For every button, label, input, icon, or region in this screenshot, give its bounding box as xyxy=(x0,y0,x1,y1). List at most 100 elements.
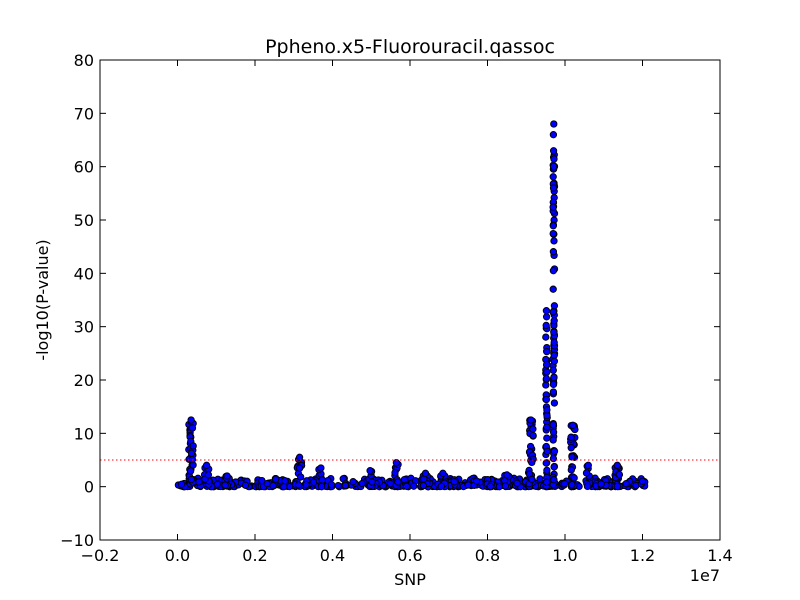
data-point xyxy=(542,374,551,383)
data-point xyxy=(549,421,557,429)
data-point xyxy=(221,481,229,489)
y-tick-label: 20 xyxy=(74,371,94,390)
data-point xyxy=(528,475,536,484)
y-tick-label: 0 xyxy=(84,478,94,497)
data-points-layer xyxy=(174,120,649,491)
data-point xyxy=(223,472,231,480)
data-point xyxy=(549,203,557,211)
data-point xyxy=(560,480,569,488)
data-point xyxy=(327,481,336,489)
data-point xyxy=(349,478,357,486)
plot-frame xyxy=(99,59,721,541)
data-point xyxy=(341,481,350,490)
data-point xyxy=(503,471,511,479)
data-point xyxy=(296,464,304,472)
data-point xyxy=(549,248,558,256)
data-point xyxy=(613,461,621,469)
data-point xyxy=(529,431,537,440)
data-point xyxy=(241,481,250,489)
data-point xyxy=(550,120,558,128)
y-tick-label: 30 xyxy=(74,318,94,337)
data-point xyxy=(542,459,550,467)
data-point xyxy=(464,481,472,489)
y-tick-label: −10 xyxy=(60,531,94,550)
data-point xyxy=(542,321,550,330)
chart-title: Ppheno.x5-Fluorouracil.qassoc xyxy=(265,36,555,58)
data-point xyxy=(549,436,557,444)
data-point xyxy=(549,184,558,192)
data-point xyxy=(543,478,551,486)
data-point xyxy=(543,348,551,356)
data-point xyxy=(549,147,558,155)
data-point xyxy=(486,482,495,490)
data-point xyxy=(297,473,305,481)
data-point xyxy=(410,482,418,490)
data-point xyxy=(550,338,558,347)
data-point xyxy=(549,454,558,463)
data-point xyxy=(570,474,578,482)
y-axis-label: -log10(P-value) xyxy=(33,239,52,360)
data-point xyxy=(187,449,196,457)
data-point xyxy=(542,307,551,315)
data-point xyxy=(402,482,411,490)
data-point xyxy=(368,478,376,486)
data-point xyxy=(202,461,211,469)
data-point xyxy=(366,467,374,475)
y-tick-label: 40 xyxy=(74,264,94,283)
x-tick-label: 0.4 xyxy=(320,546,345,565)
data-point xyxy=(542,333,550,341)
data-point xyxy=(550,317,558,325)
data-point xyxy=(549,229,557,238)
data-point xyxy=(543,466,551,474)
data-point xyxy=(568,453,576,461)
data-point xyxy=(358,479,366,488)
data-point xyxy=(295,481,303,489)
data-point xyxy=(543,447,551,456)
data-point xyxy=(334,481,342,490)
data-point xyxy=(501,482,510,490)
x-tick-label: 0.6 xyxy=(397,546,422,565)
x-tick-label: 0.8 xyxy=(475,546,500,565)
data-point xyxy=(536,475,544,483)
data-point xyxy=(295,453,304,461)
x-axis-label: SNP xyxy=(394,570,426,589)
data-point xyxy=(550,463,558,471)
data-point xyxy=(528,458,536,467)
data-point xyxy=(550,328,558,336)
x-tick-label: 1.4 xyxy=(707,546,732,565)
data-point xyxy=(550,162,558,171)
data-point xyxy=(549,222,557,230)
data-point xyxy=(543,368,551,376)
data-point xyxy=(317,464,325,472)
data-point xyxy=(269,482,277,490)
y-tick-label: 10 xyxy=(74,424,94,443)
data-point xyxy=(419,481,428,490)
data-point xyxy=(584,461,592,469)
x-tick-label: 0.2 xyxy=(242,546,267,565)
axis-ticks-layer: −0.2 0.0 0.2 0.4 0.6 0.8 1.0 1.2 1.4 −10 0 10 20 30 40… xyxy=(60,51,732,565)
x-tick-label: 1.0 xyxy=(552,546,577,565)
data-point xyxy=(549,131,558,139)
data-point xyxy=(527,416,535,424)
data-point xyxy=(567,466,575,474)
data-point xyxy=(542,395,551,404)
data-point xyxy=(549,380,558,389)
data-point xyxy=(204,471,213,479)
x-tick-label: 0.0 xyxy=(165,546,190,565)
y-tick-label: 50 xyxy=(74,211,94,230)
data-point xyxy=(549,285,557,293)
data-point xyxy=(189,442,197,450)
data-point xyxy=(529,425,537,433)
data-point xyxy=(615,470,624,479)
data-point xyxy=(550,357,559,365)
data-point xyxy=(187,416,195,424)
data-point xyxy=(272,475,280,483)
data-point xyxy=(177,480,186,488)
x-tick-label: −0.2 xyxy=(81,546,120,565)
data-point xyxy=(549,267,558,275)
data-point xyxy=(549,366,557,374)
data-point xyxy=(186,467,195,475)
y-tick-label: 80 xyxy=(74,51,94,70)
